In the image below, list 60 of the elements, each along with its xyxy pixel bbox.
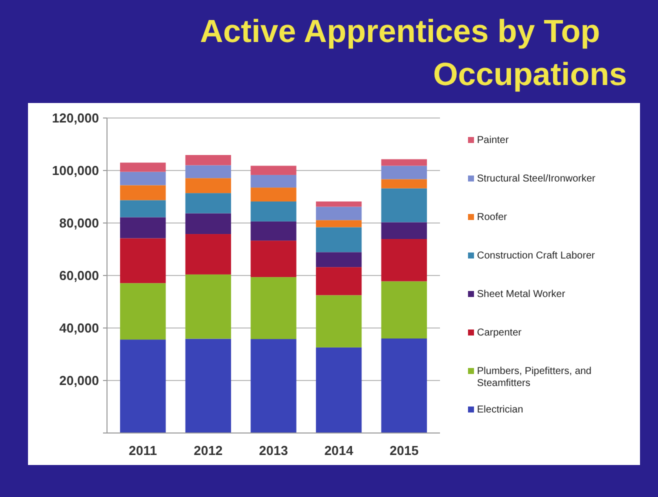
y-tick-label: 120,000 xyxy=(52,110,99,126)
bar xyxy=(381,188,427,222)
bar xyxy=(381,159,427,166)
bar xyxy=(120,217,166,238)
bar xyxy=(185,274,232,339)
bar xyxy=(381,281,427,338)
legend-label: Plumbers, Pipefitters, and Steamfitters xyxy=(477,366,592,389)
legend-label: Sheet Metal Worker xyxy=(477,289,566,300)
x-tick-label: 2014 xyxy=(324,443,354,458)
bar xyxy=(250,339,296,433)
bar xyxy=(316,227,362,252)
y-tick-label: 100,000 xyxy=(52,163,99,178)
bar xyxy=(381,166,427,180)
bar xyxy=(316,220,362,228)
bar xyxy=(120,238,166,284)
legend-label: Structural Steel/Ironworker xyxy=(477,174,596,184)
bar xyxy=(316,206,362,220)
bar xyxy=(381,222,427,240)
bar xyxy=(316,347,362,433)
y-tick-label: 60,000 xyxy=(59,268,99,284)
bar xyxy=(250,174,296,188)
chart-title: Active Apprentices by Top Occupations xyxy=(200,13,627,92)
bar xyxy=(185,193,232,214)
legend-label: Construction Craft Laborer xyxy=(477,250,596,262)
y-tick-label: 20,000 xyxy=(59,373,99,388)
x-tick-label: 2012 xyxy=(194,443,223,458)
bar xyxy=(120,340,166,433)
bar xyxy=(316,295,362,348)
bar xyxy=(250,166,296,175)
bar xyxy=(250,201,296,222)
legend-label: Painter xyxy=(477,135,510,146)
bar xyxy=(250,277,296,340)
bar xyxy=(120,283,166,340)
bar xyxy=(120,185,166,200)
bar xyxy=(185,165,232,178)
bar xyxy=(120,162,166,172)
bar xyxy=(381,179,427,188)
bar xyxy=(316,201,362,207)
legend-label: Carpenter xyxy=(477,328,522,338)
bar xyxy=(185,178,232,194)
bar xyxy=(250,221,296,241)
legend-label: Electrician xyxy=(477,404,524,416)
x-tick-label: 2015 xyxy=(390,443,419,458)
bar xyxy=(185,234,232,274)
bar xyxy=(250,188,296,202)
x-tick-label: 2011 xyxy=(128,443,158,458)
bar xyxy=(381,338,427,433)
bar xyxy=(381,239,427,282)
bar xyxy=(185,213,232,234)
bar xyxy=(316,252,362,268)
bar xyxy=(250,240,296,278)
x-tick-label: 2013 xyxy=(259,443,288,458)
legend-label: Roofer xyxy=(477,212,508,223)
bar xyxy=(120,172,166,186)
bar xyxy=(185,338,232,433)
y-tick-label: 80,000 xyxy=(59,216,99,231)
bar xyxy=(120,200,166,218)
bar xyxy=(316,267,362,296)
bar xyxy=(185,155,232,166)
y-tick-label: 40,000 xyxy=(59,320,99,336)
